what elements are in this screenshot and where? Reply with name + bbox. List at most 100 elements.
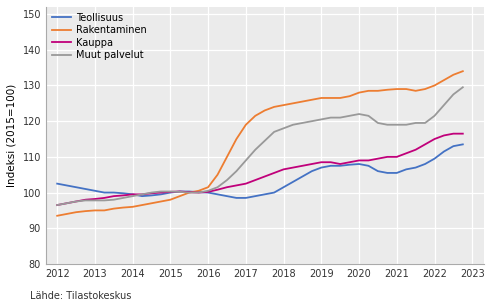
Line: Rakentaminen: Rakentaminen	[57, 71, 463, 216]
Rakentaminen	[441, 78, 447, 82]
Rakentaminen	[243, 123, 249, 126]
Rakentaminen	[64, 212, 70, 216]
Rakentaminen	[431, 84, 437, 87]
Kauppa	[290, 166, 296, 169]
Rakentaminen	[120, 206, 126, 209]
Teollisuus	[224, 194, 230, 198]
Muut palvelut	[281, 126, 286, 130]
Teollisuus	[205, 191, 211, 194]
Rakentaminen	[422, 87, 428, 91]
Kauppa	[451, 132, 457, 136]
Muut palvelut	[64, 202, 70, 205]
Kauppa	[328, 161, 334, 164]
Rakentaminen	[318, 96, 324, 100]
Teollisuus	[460, 143, 466, 146]
Teollisuus	[262, 192, 268, 196]
Teollisuus	[92, 189, 98, 193]
Teollisuus	[441, 150, 447, 153]
Muut palvelut	[347, 114, 352, 118]
Rakentaminen	[148, 202, 154, 205]
Rakentaminen	[205, 185, 211, 189]
Rakentaminen	[451, 73, 457, 77]
Muut palvelut	[168, 190, 174, 193]
Text: Lähde: Tilastokeskus: Lähde: Tilastokeskus	[30, 291, 131, 301]
Muut palvelut	[54, 203, 60, 207]
Muut palvelut	[92, 199, 98, 202]
Kauppa	[92, 197, 98, 201]
Muut palvelut	[375, 121, 381, 125]
Muut palvelut	[309, 119, 315, 123]
Kauppa	[73, 200, 79, 203]
Muut palvelut	[214, 185, 220, 189]
Rakentaminen	[328, 96, 334, 100]
Kauppa	[102, 196, 107, 200]
Kauppa	[186, 190, 192, 194]
Muut palvelut	[460, 85, 466, 89]
Rakentaminen	[224, 155, 230, 159]
Kauppa	[441, 134, 447, 137]
Rakentaminen	[111, 207, 117, 210]
Rakentaminen	[337, 96, 343, 100]
Rakentaminen	[92, 209, 98, 212]
Kauppa	[120, 194, 126, 197]
Muut palvelut	[356, 112, 362, 116]
Kauppa	[205, 190, 211, 194]
Muut palvelut	[451, 93, 457, 96]
Muut palvelut	[186, 191, 192, 194]
Kauppa	[299, 164, 305, 168]
Muut palvelut	[422, 121, 428, 125]
Kauppa	[111, 194, 117, 198]
Muut palvelut	[413, 121, 419, 125]
Rakentaminen	[271, 105, 277, 109]
Rakentaminen	[347, 94, 352, 98]
Line: Kauppa: Kauppa	[57, 134, 463, 205]
Muut palvelut	[403, 123, 409, 126]
Teollisuus	[234, 196, 240, 200]
Muut palvelut	[177, 190, 183, 194]
Muut palvelut	[318, 118, 324, 121]
Teollisuus	[290, 180, 296, 184]
Rakentaminen	[281, 103, 286, 107]
Rakentaminen	[139, 203, 145, 207]
Teollisuus	[431, 157, 437, 161]
Rakentaminen	[234, 137, 240, 141]
Rakentaminen	[413, 89, 419, 93]
Teollisuus	[252, 194, 258, 198]
Teollisuus	[168, 191, 174, 194]
Teollisuus	[73, 185, 79, 189]
Muut palvelut	[130, 194, 136, 198]
Teollisuus	[365, 164, 371, 168]
Teollisuus	[148, 194, 154, 197]
Kauppa	[281, 168, 286, 171]
Rakentaminen	[290, 102, 296, 105]
Teollisuus	[243, 196, 249, 200]
Kauppa	[422, 143, 428, 146]
Kauppa	[347, 161, 352, 164]
Muut palvelut	[73, 200, 79, 203]
Kauppa	[168, 190, 174, 194]
Teollisuus	[158, 192, 164, 196]
Teollisuus	[403, 168, 409, 171]
Teollisuus	[281, 185, 286, 189]
Teollisuus	[299, 175, 305, 178]
Teollisuus	[271, 191, 277, 194]
Kauppa	[130, 192, 136, 196]
Muut palvelut	[205, 189, 211, 193]
Kauppa	[54, 203, 60, 207]
Teollisuus	[120, 192, 126, 195]
Kauppa	[403, 151, 409, 155]
Rakentaminen	[82, 209, 88, 213]
Kauppa	[214, 188, 220, 192]
Kauppa	[196, 191, 202, 194]
Muut palvelut	[120, 196, 126, 200]
Rakentaminen	[130, 205, 136, 209]
Muut palvelut	[224, 178, 230, 182]
Kauppa	[394, 155, 400, 159]
Kauppa	[356, 159, 362, 162]
Muut palvelut	[111, 198, 117, 202]
Muut palvelut	[252, 148, 258, 152]
Muut palvelut	[290, 123, 296, 126]
Teollisuus	[422, 162, 428, 166]
Teollisuus	[394, 171, 400, 175]
Muut palvelut	[299, 121, 305, 125]
